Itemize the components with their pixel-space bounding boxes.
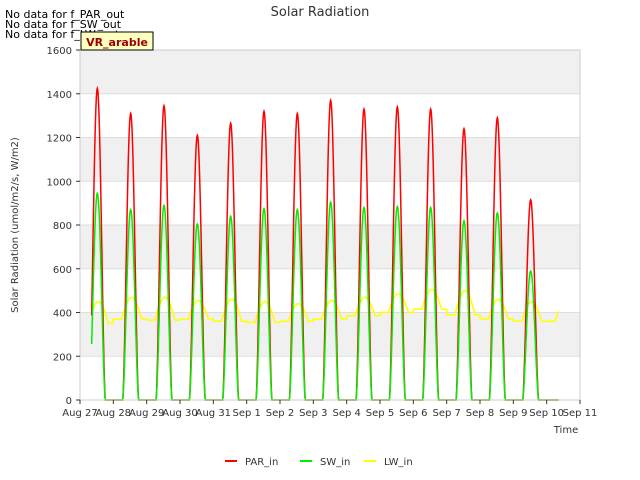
x-tick-label-2: Aug 29 <box>129 408 164 419</box>
band-0 <box>80 356 580 400</box>
legend-label-par_in: PAR_in <box>245 457 278 468</box>
site-badge-box <box>80 31 154 51</box>
y-tick-label-200: 200 <box>53 352 72 363</box>
site-badge: VR_arable <box>80 31 154 51</box>
chart-title: Solar Radiation <box>271 5 370 20</box>
y-tick-label-1200: 1200 <box>47 134 72 145</box>
y-axis-label: Solar Radiation (umol/m2/s, W/m2) <box>10 137 21 313</box>
band-400 <box>80 268 580 313</box>
y-tick-label-600: 600 <box>53 265 72 276</box>
x-tick-label-0: Aug 27 <box>62 408 97 419</box>
no-data-message-par: No data for f_PAR_out <box>5 8 125 21</box>
x-tick-label-6: Sep 2 <box>266 408 294 419</box>
legend: PAR_in SW_in LW_in <box>225 457 413 468</box>
y-tick-label-1000: 1000 <box>47 177 72 188</box>
x-tick-label-11: Sep 7 <box>432 408 460 419</box>
x-tick-label-13: Sep 9 <box>499 408 527 419</box>
x-axis-label: Time <box>553 425 578 436</box>
x-tick-label-15: Sep 11 <box>563 408 598 419</box>
x-tick-label-8: Sep 4 <box>332 408 360 419</box>
x-tick-label-4: Aug 31 <box>196 408 231 419</box>
x-tick-label-1: Aug 28 <box>96 408 131 419</box>
y-tick-label-1600: 1600 <box>47 46 72 57</box>
x-tick-label-14: Sep 10 <box>529 408 564 419</box>
legend-label-lw_in: LW_in <box>384 457 413 468</box>
band-1000 <box>80 137 580 182</box>
y-tick-label-0: 0 <box>66 396 72 407</box>
no-data-message-sw: No data for f_SW_out <box>5 18 122 31</box>
x-tick-label-3: Aug 30 <box>162 408 197 419</box>
band-200 <box>80 312 580 357</box>
x-tick-label-10: Sep 6 <box>399 408 427 419</box>
x-tick-label-5: Sep 1 <box>232 408 260 419</box>
y-tick-label-1400: 1400 <box>47 90 72 101</box>
y-tick-label-400: 400 <box>53 309 72 320</box>
band-1400 <box>80 50 580 94</box>
x-tick-label-7: Sep 3 <box>299 408 327 419</box>
x-tick-label-12: Sep 8 <box>466 408 494 419</box>
band-600 <box>80 225 580 269</box>
site-badge-label: VR_arable <box>86 36 148 49</box>
y-tick-label-800: 800 <box>53 221 72 232</box>
legend-label-sw_in: SW_in <box>320 457 350 468</box>
x-tick-label-9: Sep 5 <box>366 408 394 419</box>
